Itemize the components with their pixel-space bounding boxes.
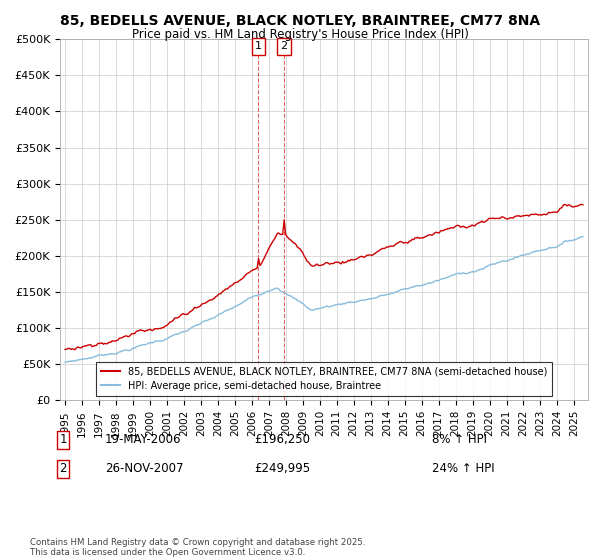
Text: 1: 1 [59,433,67,446]
Text: 2: 2 [59,462,67,475]
Text: £196,250: £196,250 [254,433,310,446]
Text: 19-MAY-2006: 19-MAY-2006 [105,433,182,446]
Legend: 85, BEDELLS AVENUE, BLACK NOTLEY, BRAINTREE, CM77 8NA (semi-detached house), HPI: 85, BEDELLS AVENUE, BLACK NOTLEY, BRAINT… [96,362,552,395]
Text: 8% ↑ HPI: 8% ↑ HPI [432,433,487,446]
Text: Price paid vs. HM Land Registry's House Price Index (HPI): Price paid vs. HM Land Registry's House … [131,28,469,41]
Text: 85, BEDELLS AVENUE, BLACK NOTLEY, BRAINTREE, CM77 8NA: 85, BEDELLS AVENUE, BLACK NOTLEY, BRAINT… [60,14,540,28]
Text: 2: 2 [281,41,287,52]
Text: 24% ↑ HPI: 24% ↑ HPI [432,462,494,475]
Text: 26-NOV-2007: 26-NOV-2007 [105,462,184,475]
Text: 1: 1 [255,41,262,52]
Text: £249,995: £249,995 [254,462,310,475]
Text: Contains HM Land Registry data © Crown copyright and database right 2025.
This d: Contains HM Land Registry data © Crown c… [30,538,365,557]
